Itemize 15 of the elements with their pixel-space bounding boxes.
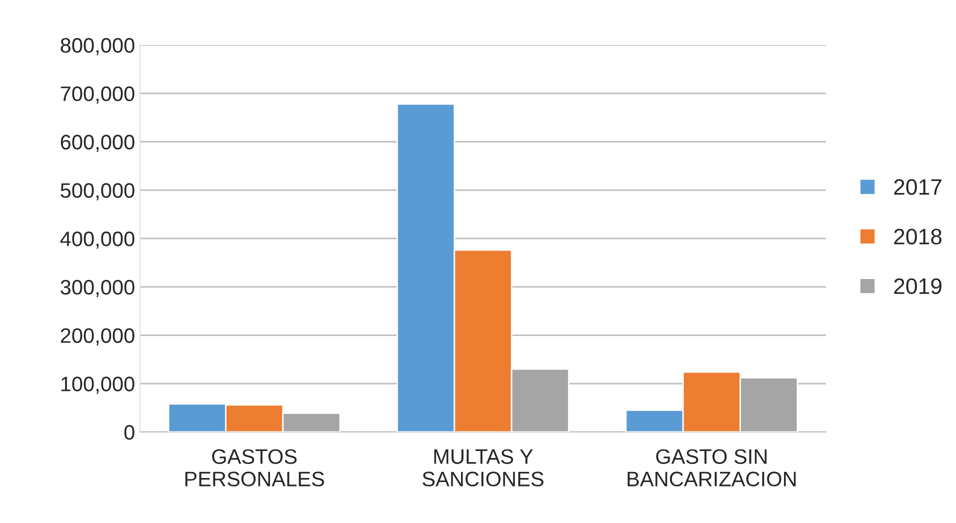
y-tick-label: 100,000 bbox=[61, 376, 134, 394]
legend-label: 2017 bbox=[894, 179, 942, 195]
y-tick-label: 0 bbox=[124, 425, 134, 440]
x-tick-label: GASTOS PERSONALES bbox=[185, 449, 324, 486]
x-tick-label: GASTO SIN BANCARIZACION bbox=[628, 449, 796, 486]
y-tick-label: 500,000 bbox=[60, 183, 134, 200]
y-tick-label: 300,000 bbox=[60, 280, 134, 298]
x-tick-label: MULTAS Y SANCIONES bbox=[422, 449, 544, 486]
legend-label: 2018 bbox=[894, 228, 942, 244]
y-tick-label: 400,000 bbox=[60, 232, 134, 249]
y-tick-label: 600,000 bbox=[60, 134, 134, 152]
legend-label: 2019 bbox=[894, 278, 942, 294]
y-tick-label: 200,000 bbox=[60, 328, 134, 346]
y-tick-label: 800,000 bbox=[60, 38, 134, 56]
y-tick-label: 700,000 bbox=[60, 86, 134, 104]
